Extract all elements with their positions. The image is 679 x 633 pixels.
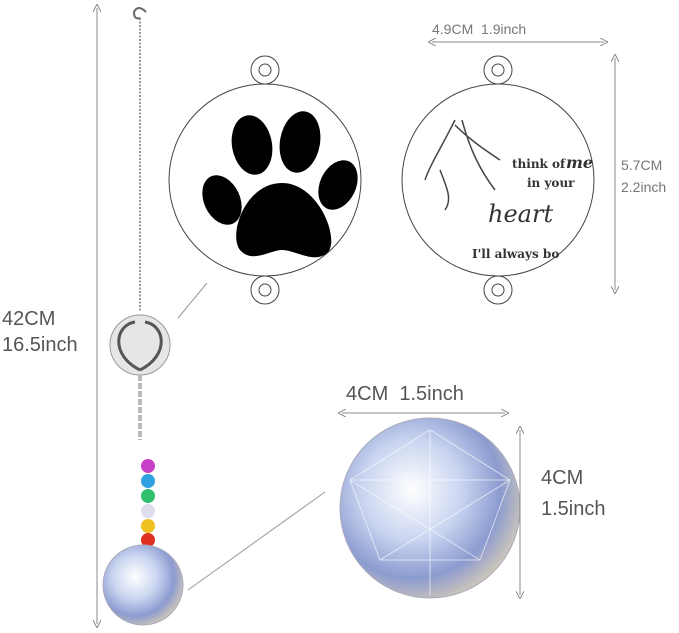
paw-disc (168, 55, 362, 305)
total-length-inch: 16.5inch (2, 334, 78, 356)
engraving-line4: I'll always bo (472, 247, 559, 261)
engraving-heart: heart (488, 200, 553, 228)
disc-width-label: 4.9CM 1.9inch (432, 21, 527, 37)
disc-height-inch: 2.2inch (621, 179, 667, 195)
engraved-disc: think of me in your heart I'll always bo (401, 55, 595, 305)
total-length-cm: 42CM (2, 308, 56, 330)
ball-height-inch: 1.5inch (541, 498, 606, 520)
engraving-me: me (566, 153, 593, 172)
paw-print-icon (202, 111, 358, 258)
pointer-line (187, 491, 326, 591)
engraving-line2: in your (527, 176, 575, 190)
ball-height-cm: 4CM (541, 467, 584, 489)
crystal-ball (339, 417, 521, 599)
engraving-line1: think of (512, 157, 566, 171)
ball-width-label: 4CM 1.5inch (346, 383, 464, 405)
holding-hands-icon (424, 119, 501, 211)
pointer-line (177, 282, 208, 319)
suncatcher-hanger (102, 7, 184, 626)
disc-height-cm: 5.7CM (621, 157, 663, 173)
